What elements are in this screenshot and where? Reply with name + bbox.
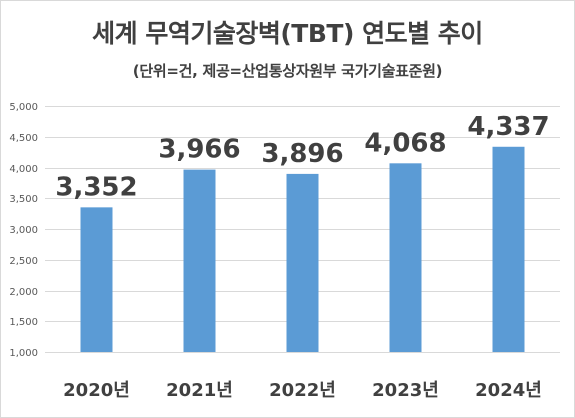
y-tick-label: 3,000 [9, 225, 38, 236]
bars [80, 146, 525, 352]
y-tick-label: 4,000 [9, 164, 38, 175]
y-tick-label: 4,500 [9, 133, 38, 144]
bar [183, 169, 216, 352]
x-tick-label: 2023년 [372, 380, 439, 401]
data-label: 3,352 [55, 172, 137, 202]
bar [492, 146, 525, 352]
data-label: 4,337 [467, 112, 549, 142]
y-tick-label: 1,000 [9, 348, 38, 359]
y-axis-ticks: 1,000 1,500 2,000 2,500 3,000 3,500 4,000 4,500… [9, 102, 38, 359]
x-tick-label: 2020년 [63, 380, 130, 401]
data-label: 4,068 [364, 128, 446, 158]
y-tick-label: 5,000 [9, 102, 38, 113]
x-tick-label: 2024년 [475, 380, 542, 401]
y-tick-label: 2,000 [9, 287, 38, 298]
chart-subtitle: (단위=건, 제공=산업통상자원부 국가기술표준원) [132, 62, 443, 80]
x-tick-label: 2021년 [166, 380, 233, 401]
chart-title: 세계 무역기술장벽(TBT) 연도별 추이 [92, 19, 483, 48]
x-tick-label: 2022년 [269, 380, 336, 401]
data-labels: 3,352 3,966 3,896 4,068 4,337 [55, 112, 549, 203]
data-label: 3,896 [261, 139, 343, 169]
bar [80, 207, 113, 352]
y-tick-label: 2,500 [9, 256, 38, 267]
bar [389, 163, 422, 352]
y-tick-label: 3,500 [9, 194, 38, 205]
y-tick-label: 1,500 [9, 317, 38, 328]
data-label: 3,966 [158, 135, 240, 165]
bar [286, 173, 319, 352]
x-axis-ticks: 2020년 2021년 2022년 2023년 2024년 [63, 380, 542, 401]
